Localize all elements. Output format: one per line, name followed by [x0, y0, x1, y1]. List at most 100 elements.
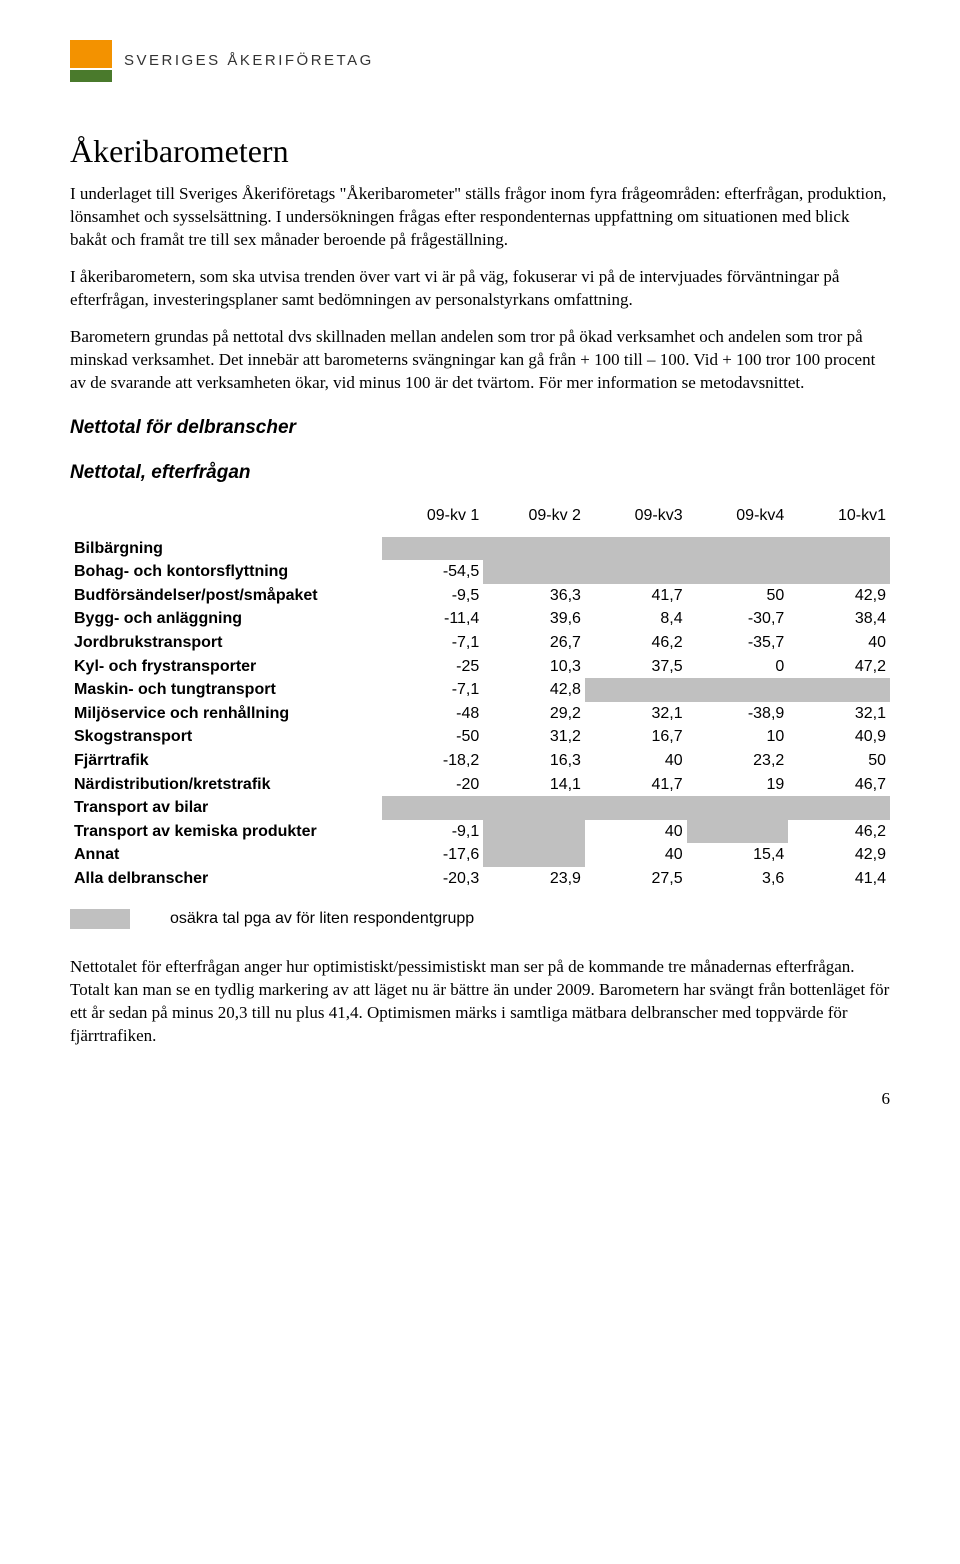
table-cell — [788, 796, 890, 820]
table-cell: 0 — [687, 655, 789, 679]
table-cell — [483, 537, 585, 561]
table-row-label: Fjärrtrafik — [70, 749, 382, 773]
table-cell: 8,4 — [585, 607, 687, 631]
table-cell: 40 — [585, 749, 687, 773]
table-cell: 26,7 — [483, 631, 585, 655]
intro-paragraph-3: Barometern grundas på nettotal dvs skill… — [70, 326, 890, 395]
table-row: Kyl- och frystransporter-2510,337,5047,2 — [70, 655, 890, 679]
table-cell: 29,2 — [483, 702, 585, 726]
table-cell: 27,5 — [585, 867, 687, 891]
table-cell — [788, 537, 890, 561]
table-cell: 16,7 — [585, 725, 687, 749]
table-cell: 40 — [788, 631, 890, 655]
table-row: Bygg- och anläggning-11,439,68,4-30,738,… — [70, 607, 890, 631]
table-cell — [687, 796, 789, 820]
table-row: Annat-17,64015,442,9 — [70, 843, 890, 867]
table-cell: 10,3 — [483, 655, 585, 679]
table-cell: -7,1 — [382, 678, 484, 702]
brand-logo-icon — [70, 40, 112, 82]
table-row: Budförsändelser/post/småpaket-9,536,341,… — [70, 584, 890, 608]
table-cell: -35,7 — [687, 631, 789, 655]
intro-paragraph-1: I underlaget till Sveriges Åkeriföretags… — [70, 183, 890, 252]
subheading-delbranscher: Nettotal för delbranscher — [70, 415, 890, 441]
table-cell: 15,4 — [687, 843, 789, 867]
table-cell: -9,1 — [382, 820, 484, 844]
table-cell — [687, 537, 789, 561]
table-row: Maskin- och tungtransport-7,142,8 — [70, 678, 890, 702]
table-cell — [483, 843, 585, 867]
legend-text: osäkra tal pga av för liten respondentgr… — [170, 908, 474, 930]
table-column-header: 09-kv3 — [585, 504, 687, 537]
table-cell: 46,2 — [585, 631, 687, 655]
table-column-header: 09-kv 2 — [483, 504, 585, 537]
table-cell: 32,1 — [585, 702, 687, 726]
table-cell — [483, 796, 585, 820]
table-cell: 42,9 — [788, 584, 890, 608]
table-column-header: 09-kv4 — [687, 504, 789, 537]
subheading-efterfragan: Nettotal, efterfrågan — [70, 460, 890, 486]
table-cell — [788, 678, 890, 702]
table-cell: -38,9 — [687, 702, 789, 726]
table-cell: -9,5 — [382, 584, 484, 608]
table-cell: 19 — [687, 773, 789, 797]
table-cell: 46,2 — [788, 820, 890, 844]
table-row: Miljöservice och renhållning-4829,232,1-… — [70, 702, 890, 726]
table-cell: -17,6 — [382, 843, 484, 867]
table-cell: 37,5 — [585, 655, 687, 679]
table-row-label: Maskin- och tungtransport — [70, 678, 382, 702]
table-row: Bohag- och kontorsflyttning-54,5 — [70, 560, 890, 584]
table-row-label: Bilbärgning — [70, 537, 382, 561]
table-cell — [382, 796, 484, 820]
table-cell: -20 — [382, 773, 484, 797]
table-cell: 36,3 — [483, 584, 585, 608]
table-cell — [483, 560, 585, 584]
table-cell: 41,7 — [585, 584, 687, 608]
table-cell — [382, 537, 484, 561]
table-row-label: Jordbrukstransport — [70, 631, 382, 655]
brand-header: SVERIGES ÅKERIFÖRETAG — [70, 40, 890, 82]
table-row: Bilbärgning — [70, 537, 890, 561]
table-cell — [687, 678, 789, 702]
table-cell: -50 — [382, 725, 484, 749]
table-cell — [687, 820, 789, 844]
table-cell — [585, 678, 687, 702]
table-cell — [788, 560, 890, 584]
table-cell: -54,5 — [382, 560, 484, 584]
table-row: Transport av kemiska produkter-9,14046,2 — [70, 820, 890, 844]
table-row-label: Bygg- och anläggning — [70, 607, 382, 631]
table-cell — [483, 820, 585, 844]
table-cell: 46,7 — [788, 773, 890, 797]
table-cell: 41,4 — [788, 867, 890, 891]
table-cell: 23,9 — [483, 867, 585, 891]
table-cell: 3,6 — [687, 867, 789, 891]
table-row-label: Närdistribution/kretstrafik — [70, 773, 382, 797]
table-cell: 42,8 — [483, 678, 585, 702]
table-cell — [585, 560, 687, 584]
closing-paragraph: Nettotalet för efterfrågan anger hur opt… — [70, 956, 890, 1048]
table-column-header: 10-kv1 — [788, 504, 890, 537]
table-cell: -20,3 — [382, 867, 484, 891]
page-title: Åkeribarometern — [70, 130, 890, 173]
table-cell: 10 — [687, 725, 789, 749]
table-cell: 14,1 — [483, 773, 585, 797]
table-cell: -18,2 — [382, 749, 484, 773]
table-cell: 50 — [788, 749, 890, 773]
table-cell: 41,7 — [585, 773, 687, 797]
table-cell — [585, 537, 687, 561]
table-cell: 32,1 — [788, 702, 890, 726]
nettotal-table: 09-kv 109-kv 209-kv309-kv410-kv1 Bilbärg… — [70, 504, 890, 891]
table-row: Jordbrukstransport-7,126,746,2-35,740 — [70, 631, 890, 655]
table-row: Alla delbranscher-20,323,927,53,641,4 — [70, 867, 890, 891]
table-cell: 31,2 — [483, 725, 585, 749]
table-cell: 50 — [687, 584, 789, 608]
table-row-label: Bohag- och kontorsflyttning — [70, 560, 382, 584]
brand-name: SVERIGES ÅKERIFÖRETAG — [124, 51, 374, 71]
table-row-label: Alla delbranscher — [70, 867, 382, 891]
table-cell: 23,2 — [687, 749, 789, 773]
table-cell: -11,4 — [382, 607, 484, 631]
table-cell: 40 — [585, 820, 687, 844]
table-cell: 40 — [585, 843, 687, 867]
table-cell — [585, 796, 687, 820]
table-column-header: 09-kv 1 — [382, 504, 484, 537]
table-row-label: Kyl- och frystransporter — [70, 655, 382, 679]
